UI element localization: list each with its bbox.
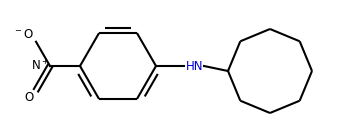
Text: N$^+$: N$^+$	[32, 58, 50, 74]
Text: HN: HN	[186, 59, 204, 72]
Text: O: O	[25, 91, 34, 104]
Text: $^-$O: $^-$O	[13, 28, 34, 41]
